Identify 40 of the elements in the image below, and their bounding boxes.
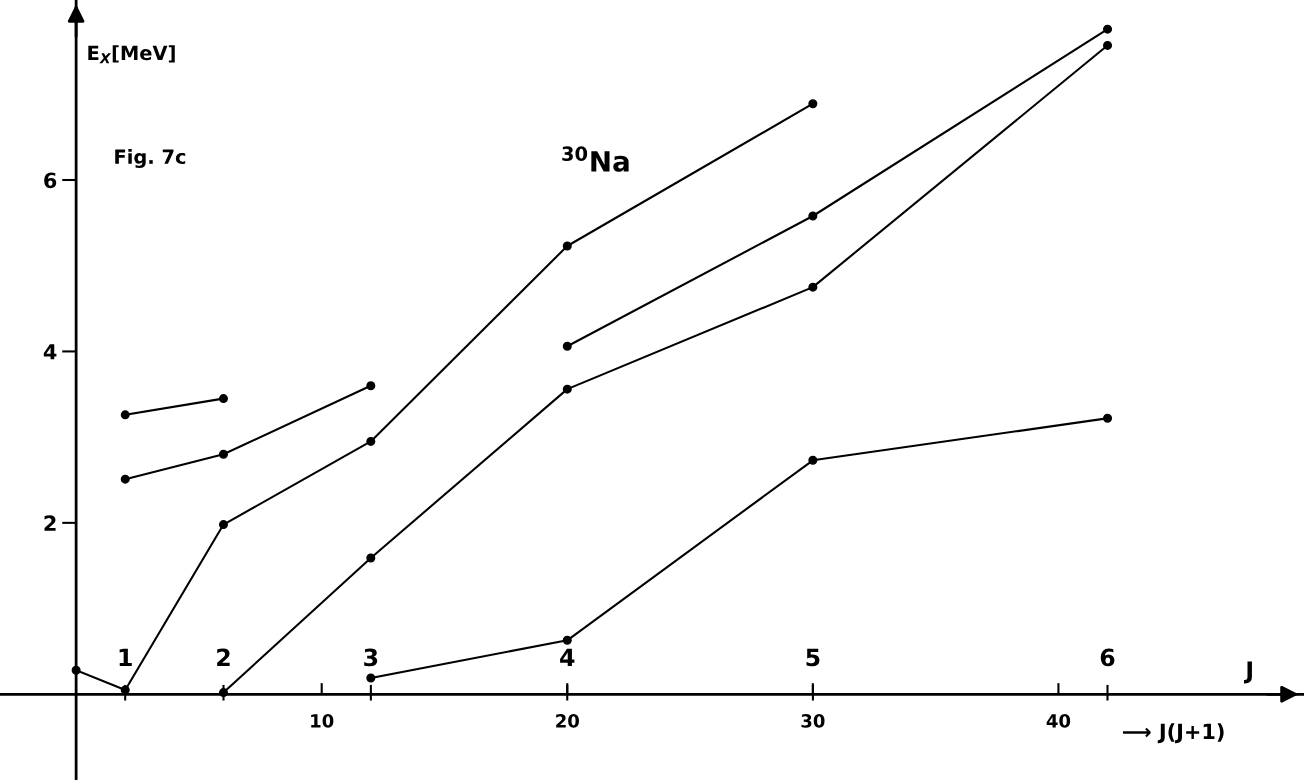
x-tick-label: 40: [1046, 714, 1071, 728]
point: [808, 99, 818, 109]
x-tick-label: 20: [556, 714, 579, 728]
point: [1103, 40, 1113, 50]
point: [366, 381, 376, 391]
annotation: 4: [560, 648, 575, 666]
y-tick-label: 4: [43, 344, 57, 360]
point: [366, 553, 376, 563]
annotation: $^{30}$Na: [562, 146, 629, 172]
annotation: 2: [217, 648, 230, 666]
point: [562, 384, 572, 394]
point: [562, 341, 572, 351]
point: [808, 211, 818, 221]
y-axis-title: E$_{X}$[MeV]: [88, 45, 175, 64]
point: [562, 635, 572, 645]
x-tick-label: 10: [311, 714, 334, 728]
point: [71, 665, 81, 675]
y-tick-label: 6: [44, 172, 57, 189]
point: [218, 394, 228, 404]
annotation: 1: [119, 648, 132, 666]
point: [366, 673, 376, 683]
annotation: J: [1244, 661, 1252, 684]
point: [1103, 413, 1113, 423]
annotation: 3: [364, 648, 378, 667]
x-axis-title: ⟶ J(J+1): [1122, 723, 1224, 744]
point: [366, 436, 376, 446]
point: [120, 474, 130, 484]
annotation: 5: [806, 648, 820, 667]
y-tick-label: 2: [44, 515, 56, 531]
point: [1103, 24, 1113, 34]
point: [808, 455, 818, 465]
point: [218, 449, 228, 459]
point: [120, 410, 130, 420]
point: [218, 520, 228, 530]
point: [562, 241, 572, 251]
x-tick-label: 30: [801, 714, 825, 728]
point: [218, 688, 228, 698]
annotation: Fig. 7c: [115, 149, 186, 168]
point: [808, 282, 818, 292]
annotation: 6: [1100, 648, 1115, 667]
